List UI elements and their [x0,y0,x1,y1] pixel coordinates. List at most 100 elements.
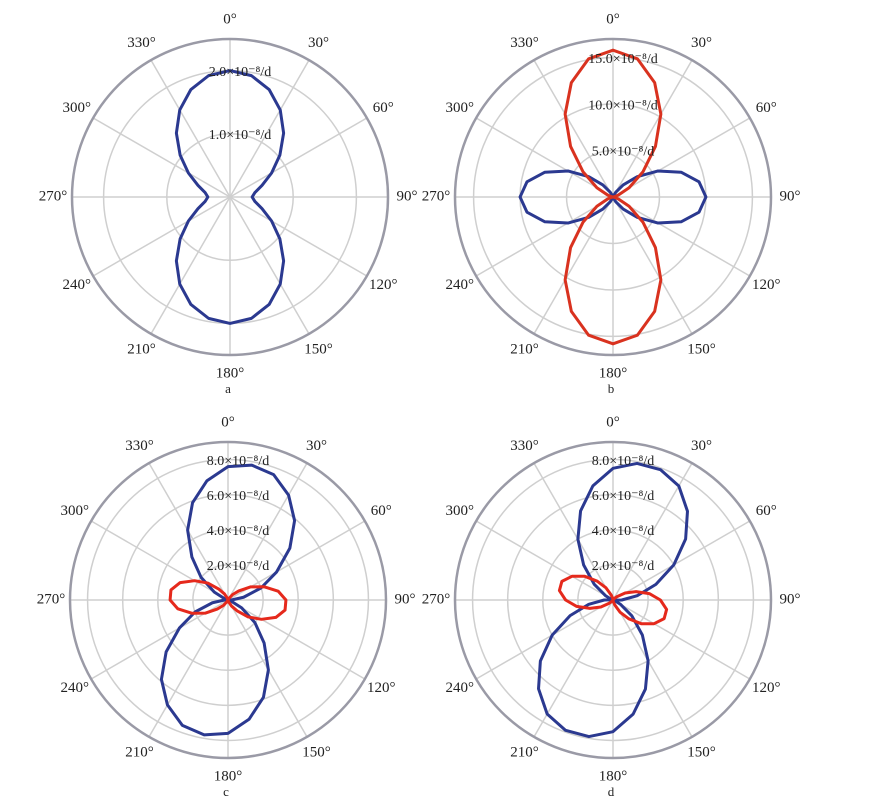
spoke [533,196,614,335]
angle-label: 150° [687,745,716,761]
panel-label: a [225,381,231,396]
r-tick-label: 10.0×10⁻⁸/d [588,98,658,113]
spoke [612,599,751,680]
angle-label: 60° [756,503,777,519]
outer-ring [453,37,773,357]
grid-ring [542,529,684,671]
series-line [557,574,669,626]
spoke [612,196,751,277]
angle-label: 240° [445,277,474,293]
series-line [159,463,297,737]
panel-label: b [608,381,615,396]
r-tick-label: 2.0×10⁻⁸/d [209,65,272,80]
grid-ring [472,56,754,338]
grid-ring [157,529,299,671]
grid-ring [506,493,720,707]
angle-label: 120° [369,277,398,293]
grid-ring [166,133,294,261]
angle-label: 90° [395,591,416,607]
grid-ring [577,564,649,636]
outer-ring [70,37,390,357]
panel-label: c [223,784,229,799]
spoke [150,196,231,335]
spoke [533,462,614,601]
angle-label: 60° [371,503,392,519]
angle-label: 120° [752,680,781,696]
grid-ring [471,458,755,742]
r-tick-label: 2.0×10⁻⁸/d [207,559,270,574]
angle-label: 240° [60,680,89,696]
spoke [90,520,229,601]
r-tick-label: 6.0×10⁻⁸/d [592,489,655,504]
spoke [227,599,366,680]
angle-label: 300° [62,100,91,116]
spoke [229,196,368,277]
angle-label: 150° [302,745,331,761]
r-tick-label: 8.0×10⁻⁸/d [592,454,655,469]
spoke [229,59,310,198]
angle-label: 0° [221,414,235,430]
panel-label: d [608,784,615,799]
grid-ring [192,564,264,636]
angle-label: 330° [510,438,539,454]
spoke [612,520,751,601]
angle-label: 180° [214,768,243,784]
angle-label: 210° [510,745,539,761]
angle-label: 210° [127,342,156,358]
angle-label: 210° [510,342,539,358]
spoke [150,59,231,198]
angle-label: 270° [422,591,451,607]
spoke [92,117,231,198]
spoke [229,196,310,335]
angle-label: 180° [599,365,628,381]
r-tick-label: 15.0×10⁻⁸/d [588,52,658,67]
grid-ring [565,149,661,245]
angle-label: 240° [62,277,91,293]
angle-label: 330° [125,438,154,454]
r-tick-label: 8.0×10⁻⁸/d [207,454,270,469]
angle-label: 30° [306,438,327,454]
spoke [92,196,231,277]
angle-label: 120° [367,680,396,696]
series-line [563,48,663,346]
angle-label: 0° [606,11,620,27]
angle-label: 240° [445,680,474,696]
r-tick-label: 2.0×10⁻⁸/d [592,559,655,574]
spoke [612,117,751,198]
angle-label: 30° [691,438,712,454]
r-tick-label: 1.0×10⁻⁸/d [209,128,272,143]
angle-label: 0° [606,414,620,430]
spoke [227,462,308,601]
angle-label: 300° [445,503,474,519]
r-tick-label: 5.0×10⁻⁸/d [592,145,655,160]
angle-label: 150° [687,342,716,358]
series-line [537,461,689,739]
spoke [612,59,693,198]
angle-label: 270° [37,591,66,607]
angle-label: 60° [373,100,394,116]
angle-label: 210° [125,745,154,761]
spoke [612,196,693,335]
angle-label: 300° [60,503,89,519]
angle-label: 30° [308,35,329,51]
angle-label: 90° [780,188,801,204]
spoke [533,59,614,198]
angle-label: 330° [510,35,539,51]
spoke [612,599,693,738]
outer-ring [68,440,388,760]
angle-label: 30° [691,35,712,51]
spoke [148,599,229,738]
angle-label: 60° [756,100,777,116]
angle-label: 330° [127,35,156,51]
spoke [475,117,614,198]
angle-label: 120° [752,277,781,293]
angle-label: 0° [223,11,237,27]
r-tick-label: 6.0×10⁻⁸/d [207,489,270,504]
angle-label: 180° [216,365,245,381]
angle-label: 270° [39,188,68,204]
r-tick-label: 4.0×10⁻⁸/d [592,524,655,539]
series-line [168,579,288,621]
series-line [174,69,286,325]
angle-label: 90° [780,591,801,607]
